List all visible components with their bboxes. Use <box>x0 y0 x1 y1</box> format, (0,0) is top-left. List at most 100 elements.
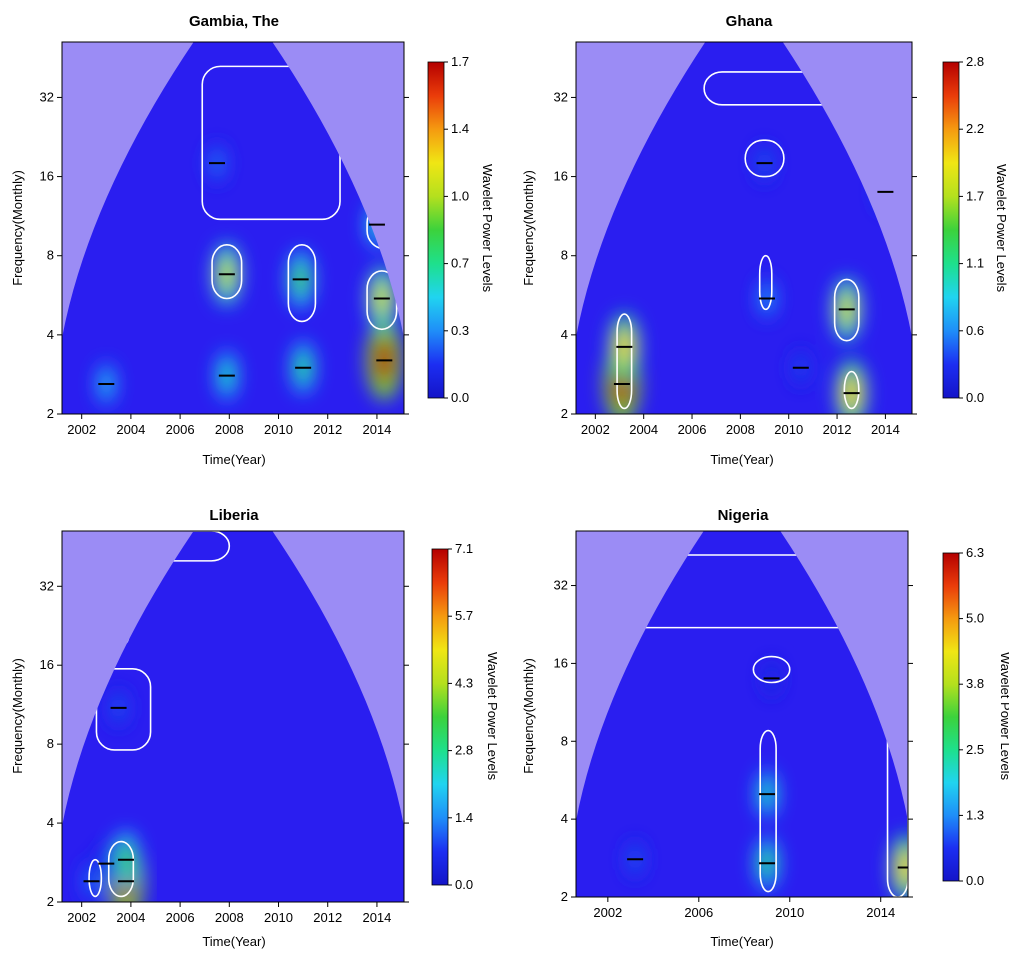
colorbar-tick-label: 0.0 <box>455 877 473 892</box>
colorbar-label: Wavelet Power Levels <box>485 652 500 781</box>
plot-area <box>576 42 912 414</box>
x-tick-label: 2010 <box>774 422 803 437</box>
coi-left <box>576 42 706 414</box>
x-tick-label: 2008 <box>215 422 244 437</box>
panel-ghana: Ghana Time(Year) Frequency(Monthly) Wave… <box>521 13 1009 467</box>
y-tick-label: 16 <box>40 657 54 672</box>
panel-title: Ghana <box>726 13 773 30</box>
x-tick-label: 2012 <box>313 422 342 437</box>
x-tick-label: 2012 <box>313 910 342 925</box>
colorbar <box>427 61 445 399</box>
colorbar-tick-label: 0.0 <box>966 873 984 888</box>
colorbar-tick-label: 3.8 <box>966 676 984 691</box>
x-axis-label: Time(Year) <box>710 934 773 949</box>
significance-contour <box>833 278 860 342</box>
coi-right <box>780 531 908 897</box>
panel-nigeria: Nigeria Time(Year) Frequency(Monthly) Wa… <box>521 507 1009 949</box>
y-tick-label: 16 <box>40 169 54 184</box>
x-tick-label: 2008 <box>726 422 755 437</box>
panel-gambia: Gambia, The Time(Year) Frequency(Monthly… <box>10 13 495 467</box>
plot-frame <box>61 530 405 903</box>
y-tick-label: 32 <box>554 89 568 104</box>
plot-frame <box>575 530 909 898</box>
y-tick-label: 32 <box>40 578 54 593</box>
significance-contour <box>752 655 791 684</box>
significance-contour <box>107 840 135 898</box>
x-tick-label: 2006 <box>684 905 713 920</box>
plot-frame <box>61 41 405 415</box>
y-axis-label: Frequency(Monthly) <box>521 658 536 774</box>
y-tick-label: 8 <box>47 248 54 263</box>
y-tick-label: 8 <box>561 733 568 748</box>
coi-left <box>576 531 704 897</box>
x-tick-label: 2010 <box>264 910 293 925</box>
colorbar-tick-label: 1.3 <box>966 807 984 822</box>
x-tick-label: 2012 <box>823 422 852 437</box>
colorbar-tick-label: 5.0 <box>966 611 984 626</box>
plot-frame <box>575 41 913 415</box>
coi-right <box>272 531 404 902</box>
x-tick-label: 2002 <box>593 905 622 920</box>
x-tick-label: 2014 <box>866 905 895 920</box>
colorbar-tick-label: 0.0 <box>966 390 984 405</box>
y-tick-label: 32 <box>554 578 568 593</box>
x-tick-label: 2014 <box>362 910 391 925</box>
colorbar <box>942 552 960 882</box>
significance-contour <box>758 254 773 311</box>
y-tick-label: 8 <box>561 248 568 263</box>
x-tick-label: 2014 <box>362 422 391 437</box>
colorbar-tick-label: 1.7 <box>966 188 984 203</box>
coi-right <box>272 42 404 414</box>
panel-title: Gambia, The <box>189 13 279 30</box>
colorbar-tick-label: 1.0 <box>451 188 469 203</box>
x-tick-label: 2002 <box>67 910 96 925</box>
x-tick-label: 2014 <box>871 422 900 437</box>
colorbar-tick-label: 0.6 <box>966 323 984 338</box>
x-tick-label: 2004 <box>116 910 145 925</box>
colorbar-tick-label: 1.4 <box>451 121 469 136</box>
colorbar-tick-label: 7.1 <box>455 541 473 556</box>
significance-contour <box>287 244 317 323</box>
significance-contour <box>616 313 633 410</box>
x-tick-label: 2004 <box>116 422 145 437</box>
colorbar-label: Wavelet Power Levels <box>480 164 495 293</box>
colorbar-tick-label: 1.4 <box>455 810 473 825</box>
panel-liberia: Liberia Time(Year) Frequency(Monthly) Wa… <box>10 507 500 949</box>
colorbar <box>431 548 449 886</box>
colorbar-tick-label: 2.2 <box>966 121 984 136</box>
y-axis-label: Frequency(Monthly) <box>521 170 536 286</box>
y-tick-label: 2 <box>561 889 568 904</box>
x-axis-label: Time(Year) <box>202 934 265 949</box>
colorbar-tick-label: 1.7 <box>451 54 469 69</box>
colorbar-tick-label: 5.7 <box>455 608 473 623</box>
y-axis-label: Frequency(Monthly) <box>10 170 25 286</box>
y-tick-label: 16 <box>554 655 568 670</box>
y-tick-label: 2 <box>47 894 54 909</box>
y-tick-label: 4 <box>561 811 568 826</box>
panel-title: Nigeria <box>718 507 770 524</box>
y-axis-label: Frequency(Monthly) <box>10 658 25 774</box>
colorbar-tick-label: 0.7 <box>451 256 469 271</box>
y-tick-label: 2 <box>561 406 568 421</box>
y-tick-label: 4 <box>561 327 568 342</box>
x-tick-label: 2010 <box>264 422 293 437</box>
plot-area <box>576 531 908 897</box>
x-tick-label: 2002 <box>581 422 610 437</box>
colorbar-tick-label: 6.3 <box>966 545 984 560</box>
plot-area <box>62 531 404 902</box>
x-tick-label: 2006 <box>166 422 195 437</box>
x-tick-label: 2002 <box>67 422 96 437</box>
y-tick-label: 4 <box>47 327 54 342</box>
y-tick-label: 8 <box>47 736 54 751</box>
colorbar-tick-label: 1.1 <box>966 256 984 271</box>
colorbar-tick-label: 2.5 <box>966 742 984 757</box>
y-tick-label: 4 <box>47 815 54 830</box>
colorbar-tick-label: 0.3 <box>451 323 469 338</box>
significance-contour <box>744 139 785 178</box>
colorbar-tick-label: 2.8 <box>966 54 984 69</box>
colorbar-label: Wavelet Power Levels <box>998 652 1009 781</box>
colorbar-tick-label: 4.3 <box>455 675 473 690</box>
x-tick-label: 2004 <box>629 422 658 437</box>
